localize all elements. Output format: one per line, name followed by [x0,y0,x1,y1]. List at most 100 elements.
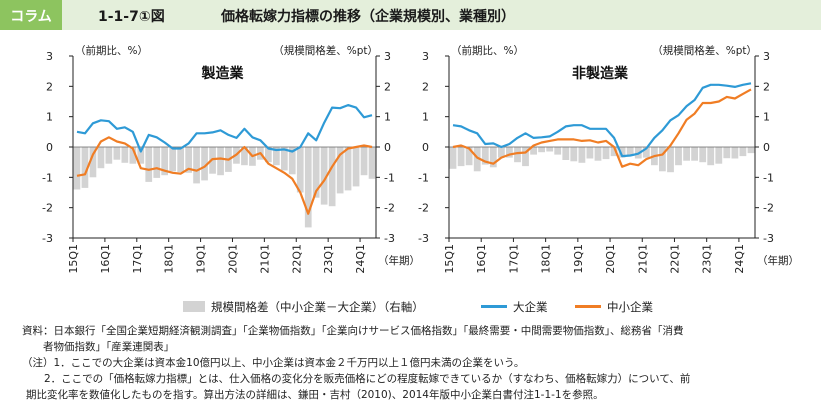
panel1-x-tick-label: 22Q1 [290,244,303,274]
panel1-right-tick-label: 1 [384,111,391,124]
panel1-gap-bar [145,147,153,182]
header-bar: コラム 1-1-7①図 価格転嫁力指標の推移（企業規模別、業種別） [0,0,821,30]
panel1-x-tick-label: 23Q1 [322,244,335,274]
charts-area: 3 3 2 2 1 1 0 0 -1 -1 -2 -2 -3 -3 15Q1 16Q1 17Q1 18Q1 19Q1… [42,44,799,274]
panel2-gap-bar [562,147,570,160]
panel2-gap-bar [715,147,723,164]
panel1-x-tick-label: 19Q1 [195,244,208,274]
panel2-gap-bar [699,147,707,163]
panel2-x-tick-label: 22Q1 [668,244,681,274]
panel1-gap-bar [328,147,336,207]
panel1-x-unit-label: （年期） [378,254,420,267]
panel1-left-tick-label: 1 [46,111,53,124]
panel2-gap-bar [570,147,578,162]
panel2-title: 非製造業 [572,65,629,82]
panel2-right-tick-label: -2 [763,202,774,215]
panel2-gap-bar [707,147,715,166]
panel2-gap-bar [586,147,594,159]
panel2-left-tick-label: 2 [422,80,429,93]
panel2-gap-bar [449,147,457,169]
panel1-gap-bar [241,147,248,166]
panel1-gap-bar [344,147,352,191]
panel2-left-tick-label: -1 [418,171,429,184]
panel2-x-tick-label: 21Q1 [636,244,649,274]
panel1-left-axis-label: （前期比、%） [75,44,148,57]
panel1-sme-line [76,136,373,215]
figure-number: 1-1-7①図 [98,9,165,25]
panel2-gap-bar [489,147,497,168]
legend-label: 中小企業 [607,300,653,314]
panel1-gap-bar [121,147,129,163]
panel1-gap-bar [185,147,192,173]
panel2-right-tick-label: 3 [763,50,770,63]
panel1-x-tick-label: 24Q1 [354,244,367,274]
panel1-x-tick-label: 16Q1 [99,244,112,274]
panel2-gap-bar [626,147,634,156]
panel1-gap-bar [177,147,184,173]
panel2-left-tick-label: 1 [422,111,429,124]
panel2-gap-bar [723,147,731,159]
panel1-left-tick-label: -1 [42,171,53,184]
column-tag: コラム [10,9,52,25]
panel2-right-tick-label: -3 [763,232,774,245]
panel2-gap-bar [498,147,505,158]
panel2-x-tick-label: 16Q1 [475,244,488,274]
panel1-gap-bar [161,147,168,176]
panel1-right-tick-label: 3 [384,50,391,63]
panel2-left-tick-label: 3 [422,50,429,63]
note-line: 資料：日本銀行「全国企業短期経済観測調査」「企業物価指数」「企業向けサービス価格… [22,325,684,337]
note-line: 2．ここでの「価格転嫁力指標」とは、仕入価格の変化分を販売価格にどの程度転嫁でき… [44,373,691,385]
panel2-x-tick-label: 20Q1 [604,244,617,274]
panel1-right-tick-label: -3 [384,232,395,245]
notes: 資料：日本銀行「全国企業短期経済観測調査」「企業物価指数」「企業向けサービス価格… [22,323,812,403]
panel2-right-axis-label: （規模間格差、%pt） [652,44,757,57]
panel2-x-tick-label: 15Q1 [443,244,456,274]
panel2-sme-line [452,88,752,168]
panel1-gap-bar [73,147,81,190]
panel1-right-axis-label: （規模間格差、%pt） [273,44,378,57]
panel1-gap-bar [312,147,320,198]
panel2-gap-bar [594,147,602,161]
panel2-right-tick-label: 1 [763,111,770,124]
panel1-right-tick-label: 0 [384,141,391,154]
panel2-right-tick-label: -1 [763,171,774,184]
panel2-gap-bar [747,147,755,154]
legend-line-swatch [481,305,507,308]
note-line: 期比変化率を数値化したものを指す。算出方法の詳細は、鎌田・吉村（2010)、20… [26,389,604,401]
column-tag-box: コラム [0,0,62,30]
panel1-gap-bar [352,147,360,187]
panel1-x-tick-label: 15Q1 [67,244,80,274]
figure-title: 価格転嫁力指標の推移（企業規模別、業種別） [221,9,515,25]
panel1-gap-bar [336,147,344,194]
legend: 規模間格差（中小企業－大企業）（右軸） 大企業 中小企業 [183,298,703,316]
panel2-x-tick-label: 17Q1 [507,244,520,274]
panel2-gap-bar [506,147,513,158]
legend-label: 大企業 [513,300,548,314]
panel2-gap-bar [514,147,521,163]
panel1-x-tick-label: 17Q1 [131,244,144,274]
panel1-gap-bar [265,147,272,163]
panel2-gap-bar [538,147,545,153]
panel2-gap-bar [610,147,618,157]
panel1-gap-bar [360,147,368,176]
panel1-gap-bar [97,147,105,169]
panel1-gap-bar [137,147,145,164]
panel2-gap-bar [659,147,666,172]
panel1-gap-bar [288,147,296,175]
panel1-gap-bar [193,147,200,184]
panel2-gap-bar [554,147,562,155]
panel1-right-tick-label: 2 [384,80,391,93]
panel2-gap-bar [481,147,489,165]
panel1-right-tick-label: -1 [384,171,395,184]
panel2-gap-bar [578,147,586,163]
legend-line-swatch [575,305,601,308]
panel2-x-tick-label: 23Q1 [701,244,714,274]
panel1-gap-bar [320,147,328,205]
panel1-gap-bar [368,147,376,179]
panel1-x-tick-label: 21Q1 [258,244,271,274]
panel1-gap-bar [81,147,89,188]
panel1-title: 製造業 [201,65,245,82]
panel1-left-tick-label: 2 [46,80,53,93]
panel1-gap-bar [169,147,176,172]
panel2-left-tick-label: -3 [418,232,429,245]
